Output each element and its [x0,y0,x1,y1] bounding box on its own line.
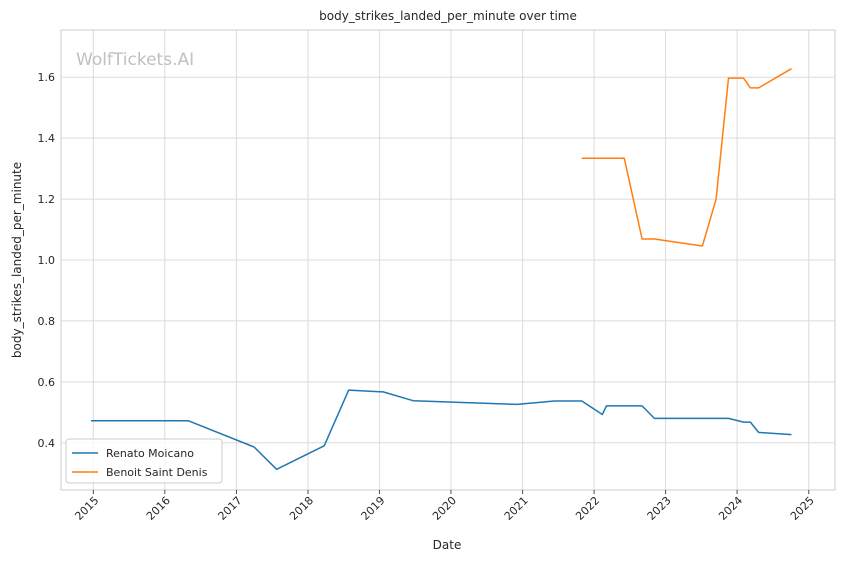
watermark: WolfTickets.AI [76,50,194,70]
y-tick-label: 1.2 [38,193,56,206]
legend-label-renato-moicano: Renato Moicano [106,447,194,460]
plot-area-frame [60,29,836,491]
y-tick-label: 0.8 [38,315,56,328]
y-tick-label: 0.4 [38,437,56,450]
y-tick-label: 1.0 [38,254,56,267]
series-line-renato-moicano [91,389,792,471]
legend: Renato Moicano Benoit Saint Denis [65,438,223,484]
y-tick-label: 0.6 [38,376,56,389]
y-tick-label: 1.6 [38,71,56,84]
series-line-benoit-saint-denis [581,68,792,247]
y-tick-label: 1.4 [38,132,56,145]
series-layer [91,68,792,471]
y-axis-label: body_strikes_landed_per_minute [10,162,24,358]
legend-label-benoit-saint-denis: Benoit Saint Denis [106,466,208,479]
chart-title: body_strikes_landed_per_minute over time [319,9,577,23]
legend-box [65,438,223,484]
y-axis-ticks: 0.4 0.6 0.8 1.0 1.2 1.4 1.6 [38,71,56,450]
x-axis-label: Date [433,538,462,552]
grid [61,30,835,490]
